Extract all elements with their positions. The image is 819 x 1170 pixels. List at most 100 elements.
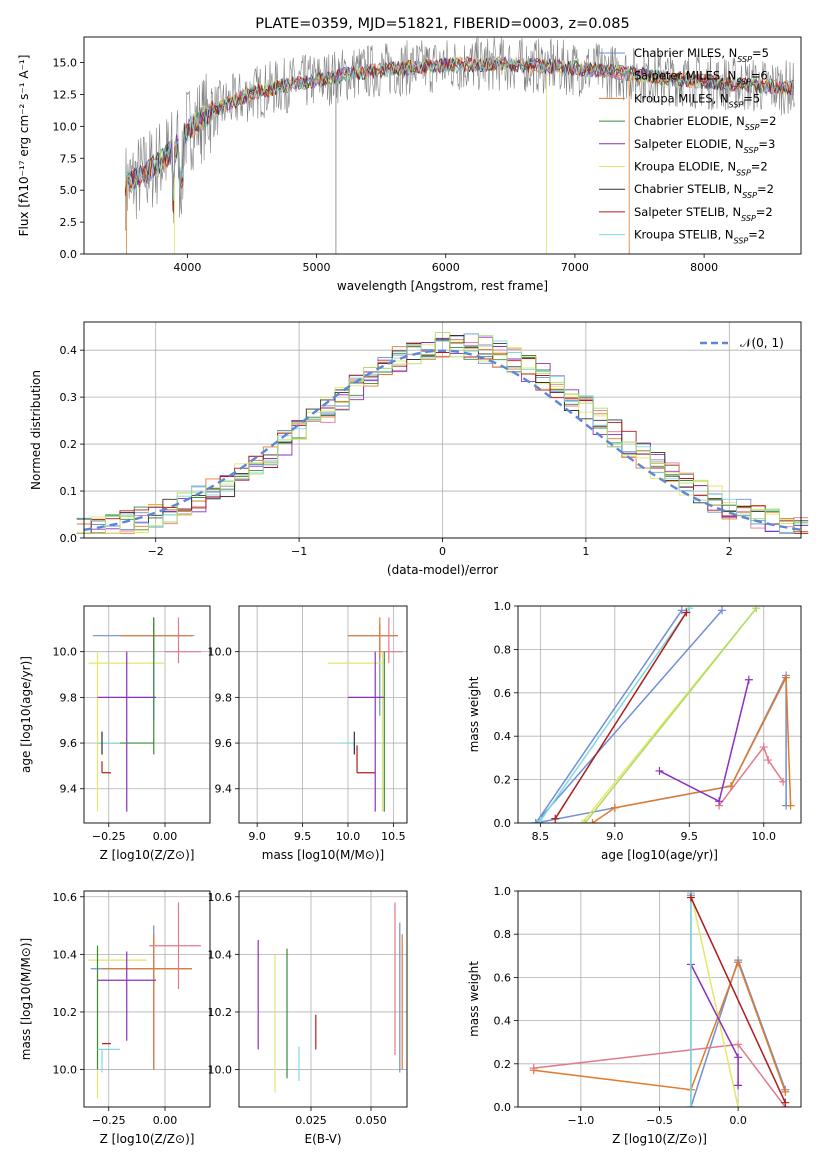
axes-frame: [83, 890, 211, 1108]
weight-point-marker: [529, 1064, 538, 1073]
x-axis-label: age [log10(age/yr)]: [601, 848, 718, 862]
y-tick-label: 1.0: [494, 600, 512, 613]
legend-label: Salpeter STELIB, NSSP=2: [634, 205, 773, 223]
y-axis-label: Normed distribution: [29, 370, 43, 490]
y-tick-label: 5.0: [60, 184, 78, 197]
weight-point-marker: [781, 1098, 790, 1107]
y-tick-label: 10.6: [53, 891, 78, 904]
legend-label: Kroupa MILES, NSSP=5: [634, 91, 760, 109]
weight-point-marker: [686, 893, 695, 902]
x-axis-label: (data-model)/error: [387, 563, 498, 577]
x-tick-label: −0.25: [92, 830, 126, 843]
weight-point-marker: [781, 1087, 790, 1096]
y-tick-label: 0.0: [494, 817, 512, 830]
y-tick-label: 0.4: [494, 730, 512, 743]
y-tick-label: 0.2: [60, 438, 78, 451]
weight-point-marker: [744, 675, 753, 684]
x-tick-label: 10.0: [336, 830, 361, 843]
y-axis-label: mass weight: [467, 961, 481, 1037]
x-tick-label: 9.5: [294, 830, 312, 843]
plot-area: [88, 902, 201, 1099]
y-tick-label: 7.5: [60, 152, 78, 165]
y-tick-label: 12.5: [53, 88, 78, 101]
y-tick-label: 10.0: [53, 646, 78, 659]
x-axis-label: Z [log10(Z/Z⊙)]: [100, 848, 195, 862]
y-tick-label: 10.0: [208, 646, 233, 659]
y-tick-label: 0.0: [60, 532, 78, 545]
y-axis-label: mass [log10(M/M⊙)]: [19, 938, 33, 1060]
x-tick-label: 5000: [303, 261, 331, 274]
x-tick-label: −0.5: [646, 1114, 673, 1127]
y-tick-label: 0.6: [494, 687, 512, 700]
plot-area: [257, 902, 403, 1093]
weight-point-marker: [752, 606, 761, 613]
y-tick-label: 10.6: [208, 891, 233, 904]
weight-series-line: [584, 607, 757, 823]
y-tick-label: 0.1: [60, 485, 78, 498]
weight-point-marker: [551, 814, 560, 823]
x-tick-label: 7000: [561, 261, 589, 274]
weight-series-line: [690, 897, 786, 1104]
x-axis-label: E(B-V): [304, 1132, 341, 1146]
y-tick-label: 10.2: [208, 1006, 233, 1019]
normal-curve-line: [83, 349, 802, 531]
y-tick-label: 10.4: [53, 948, 78, 961]
weight-point-marker: [764, 756, 773, 765]
x-axis-label: mass [log10(M/M⊙)]: [262, 848, 384, 862]
x-tick-label: 9.5: [681, 830, 699, 843]
weight-point-marker: [786, 801, 795, 810]
x-tick-label: 10.5: [381, 830, 406, 843]
y-tick-label: 10.0: [53, 1064, 78, 1077]
weight-point-marker: [655, 766, 664, 775]
weight-series-line: [539, 607, 690, 822]
weight-point-marker: [734, 1040, 743, 1049]
y-tick-label: 15.0: [53, 57, 78, 70]
legend-label: Chabrier ELODIE, NSSP=2: [634, 114, 776, 132]
axes-frame: [83, 36, 802, 255]
x-tick-label: 6000: [432, 261, 460, 274]
weight-series-line: [690, 893, 739, 1107]
y-tick-label: 10.0: [208, 1064, 233, 1077]
y-tick-label: 0.6: [494, 971, 512, 984]
x-axis-label: Z [log10(Z/Z⊙)]: [612, 1132, 707, 1146]
x-tick-label: 8000: [690, 261, 718, 274]
y-tick-label: 0.8: [494, 643, 512, 656]
legend-label: Chabrier STELIB, NSSP=2: [634, 182, 774, 200]
x-axis-label: wavelength [Angstrom, rest frame]: [337, 279, 548, 293]
x-axis-label: Z [log10(Z/Z⊙)]: [100, 1132, 195, 1146]
x-tick-label: 0.00: [153, 830, 178, 843]
weight-point-marker: [578, 819, 587, 823]
x-tick-label: 8.5: [532, 830, 550, 843]
weight-point-marker: [685, 606, 694, 613]
weight-point-marker: [734, 1053, 743, 1062]
axes-frame: [238, 605, 408, 824]
weight-point-marker: [677, 606, 686, 615]
x-tick-label: −0.25: [92, 1114, 126, 1127]
y-tick-label: 0.4: [494, 1015, 512, 1028]
histogram-series: [76, 332, 809, 534]
y-tick-label: 10.4: [208, 948, 233, 961]
legend-label: 𝒩(0, 1): [740, 336, 784, 350]
weight-point-marker: [588, 819, 597, 823]
weight-point-marker: [581, 819, 590, 823]
weight-point-marker: [718, 606, 727, 615]
weight-point-marker: [686, 1103, 695, 1107]
histogram-series: [76, 338, 809, 534]
y-tick-label: 9.4: [215, 783, 233, 796]
model-spectrum-line: [124, 55, 794, 201]
plot-area: [88, 617, 201, 812]
y-tick-label: 0.4: [60, 344, 78, 357]
y-tick-label: 10.2: [53, 1006, 78, 1019]
weight-point-marker: [779, 777, 788, 786]
chart-title: PLATE=0359, MJD=51821, FIBERID=0003, z=0…: [255, 16, 629, 32]
legend-label: Kroupa STELIB, NSSP=2: [634, 228, 765, 246]
plot-area: [531, 606, 795, 823]
plot-area: [529, 891, 790, 1107]
legend-label: Chabrier MILES, NSSP=5: [634, 46, 769, 64]
y-tick-label: 0.2: [494, 1058, 512, 1071]
x-tick-label: 10.0: [752, 830, 777, 843]
weight-point-marker: [734, 958, 743, 967]
y-tick-label: 0.0: [60, 248, 78, 261]
axes-frame: [83, 321, 802, 539]
